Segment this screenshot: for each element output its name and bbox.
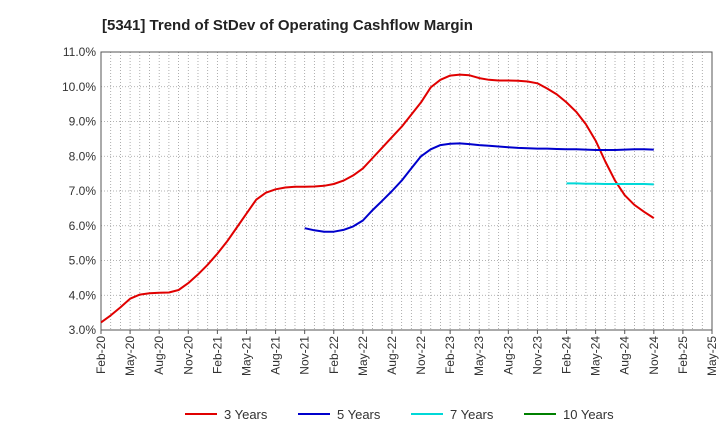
series-line-5-years xyxy=(304,142,654,233)
x-tick-label: May-21 xyxy=(239,336,253,376)
y-tick-label: 7.0% xyxy=(69,184,97,198)
y-tick-label: 3.0% xyxy=(69,323,97,337)
legend-label: 10 Years xyxy=(563,407,614,422)
y-tick-label: 11.0% xyxy=(63,45,96,59)
y-tick-label: 6.0% xyxy=(69,219,97,233)
legend-label: 7 Years xyxy=(450,407,494,422)
x-tick-label: Feb-25 xyxy=(676,336,690,374)
x-tick-label: Feb-22 xyxy=(327,336,341,374)
y-tick-label: 8.0% xyxy=(69,149,97,163)
x-tick-label: Feb-20 xyxy=(94,336,108,374)
x-tick-label: Aug-23 xyxy=(501,336,515,375)
x-tick-label: May-25 xyxy=(705,336,719,376)
series-line-7-years xyxy=(566,182,654,186)
x-tick-label: May-23 xyxy=(472,336,486,376)
legend-label: 5 Years xyxy=(337,407,381,422)
x-tick-label: Feb-23 xyxy=(443,336,457,374)
legend-label: 3 Years xyxy=(224,407,268,422)
chart-title: [5341] Trend of StDev of Operating Cashf… xyxy=(102,17,473,34)
x-tick-label: May-20 xyxy=(123,336,137,376)
y-tick-label: 10.0% xyxy=(62,80,96,94)
x-tick-label: Nov-20 xyxy=(181,336,195,375)
x-tick-label: Nov-21 xyxy=(298,336,312,375)
series-line-3-years xyxy=(100,73,655,324)
x-tick-label: Aug-21 xyxy=(269,336,283,375)
x-tick-label: May-24 xyxy=(589,336,603,376)
x-tick-label: Feb-24 xyxy=(560,336,574,374)
x-tick-label: Aug-22 xyxy=(385,336,399,375)
legend: 3 Years 5 Years 7 Years 10 Years xyxy=(185,407,614,422)
y-tick-label: 4.0% xyxy=(69,288,97,302)
x-tick-label: May-22 xyxy=(356,336,370,376)
y-tick-label: 5.0% xyxy=(69,254,97,268)
x-tick-label: Feb-21 xyxy=(210,336,224,374)
series-lines xyxy=(100,73,655,324)
grid xyxy=(100,51,713,331)
x-tick-label: Aug-20 xyxy=(152,336,166,375)
y-tick-label: 9.0% xyxy=(69,115,97,129)
x-tick-label: Nov-24 xyxy=(647,336,661,375)
x-tick-label: Aug-24 xyxy=(618,336,632,375)
plot-frame xyxy=(100,51,713,331)
x-tick-label: Nov-23 xyxy=(530,336,544,375)
axes: 3.0% 4.0% 5.0% 6.0% 7.0% 8.0% 9.0% 10.0% 11.0% Fe… xyxy=(62,45,719,376)
x-tick-label: Nov-22 xyxy=(414,336,428,375)
